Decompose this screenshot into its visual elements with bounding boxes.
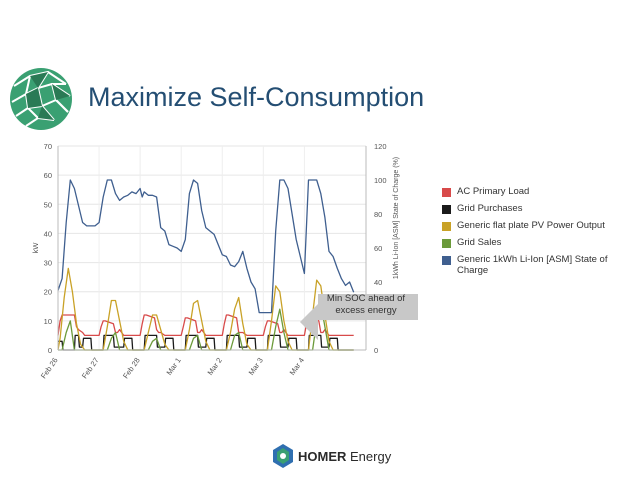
y-left-tick-label: 60 <box>44 171 52 180</box>
homer-globe-logo-icon <box>10 68 72 130</box>
x-tick-label: Mar 4 <box>288 356 306 377</box>
x-tick-label: Mar 1 <box>164 356 182 377</box>
footer-logo: HOMER Energy <box>272 443 391 469</box>
x-tick-label: Mar 3 <box>247 356 265 377</box>
legend-label: Generic flat plate PV Power Output <box>457 220 605 231</box>
y-left-tick-label: 10 <box>44 317 52 326</box>
legend-label: Grid Sales <box>457 237 502 248</box>
y-left-tick-label: 70 <box>44 142 52 151</box>
series-line-grid-purchases <box>58 334 354 351</box>
y-left-tick-label: 0 <box>48 346 52 355</box>
y-right-tick-label: 120 <box>374 142 387 151</box>
legend-swatch <box>442 205 451 214</box>
homer-hex-logo-icon <box>273 444 293 468</box>
footer-brand-bold: HOMER <box>298 448 347 464</box>
legend-swatch <box>442 239 451 248</box>
legend-swatch <box>442 256 451 265</box>
callout <box>300 294 418 340</box>
y-left-tick-label: 20 <box>44 288 52 297</box>
x-tick-label: Feb 27 <box>80 356 101 380</box>
y-right-tick-label: 0 <box>374 346 378 355</box>
x-tick-label: Mar 2 <box>206 356 224 377</box>
legend-item: Grid Sales <box>442 237 632 248</box>
legend-label: AC Primary Load <box>457 186 530 197</box>
x-tick-label: Feb 26 <box>39 356 60 380</box>
footer-brand: HOMER Energy <box>298 449 391 464</box>
chart-series <box>57 179 355 351</box>
y-right-axis-label: 1kWh Li-Ion [ASM] State of Charge (%) <box>393 157 400 279</box>
legend-item: AC Primary Load <box>442 186 632 197</box>
callout-line-2: excess energy <box>335 305 397 316</box>
y-left-tick-label: 50 <box>44 200 52 209</box>
series-line-generic-1kwh-li-ion-asm-state-of-charge <box>57 179 355 314</box>
legend-swatch <box>442 222 451 231</box>
legend-item: Generic 1kWh Li-Ion [ASM] State of Charg… <box>442 254 632 276</box>
callout-line-1: Min SOC ahead of <box>326 293 406 304</box>
legend-item: Grid Purchases <box>442 203 632 214</box>
legend-label: Grid Purchases <box>457 203 523 214</box>
x-tick-label: Feb 28 <box>121 356 142 380</box>
callout-text: Min SOC ahead of excess energy <box>314 293 418 317</box>
footer-brand-rest: Energy <box>346 448 392 464</box>
legend-label: Generic 1kWh Li-Ion [ASM] State of Charg… <box>457 254 608 276</box>
legend: AC Primary Load Grid Purchases Generic fla… <box>442 186 632 282</box>
y-right-tick-label: 40 <box>374 278 382 287</box>
legend-item: Generic flat plate PV Power Output <box>442 220 632 231</box>
y-left-tick-label: 30 <box>44 259 52 268</box>
series-line-generic-flat-plate-pv-power-output <box>57 267 354 351</box>
y-left-axis-label: kW <box>31 242 40 254</box>
y-right-tick-label: 100 <box>374 176 387 185</box>
slide-title: Maximize Self-Consumption <box>88 82 425 112</box>
y-right-tick-label: 80 <box>374 210 382 219</box>
chart-axes: 010203040506070020406080100120Feb 26Feb … <box>31 142 400 380</box>
legend-swatch <box>442 188 451 197</box>
y-left-tick-label: 40 <box>44 229 52 238</box>
y-right-tick-label: 60 <box>374 244 382 253</box>
series-line-ac-primary-load <box>57 314 354 337</box>
callout-arrow-shape <box>300 294 418 340</box>
